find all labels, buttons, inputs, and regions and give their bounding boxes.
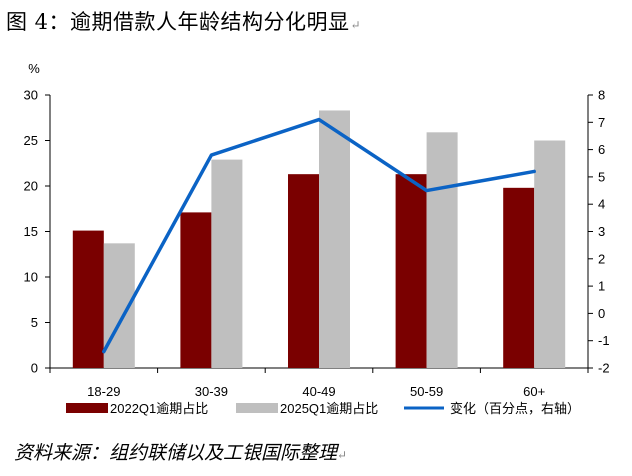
right-tick-label: 6 bbox=[598, 142, 605, 157]
right-tick-label: 3 bbox=[598, 224, 605, 239]
bar-2022q1 bbox=[503, 187, 535, 368]
change-point bbox=[533, 170, 535, 172]
legend-swatch-2025q1 bbox=[236, 403, 278, 413]
bar-2022q1 bbox=[180, 212, 212, 368]
x-tick-label: 40-49 bbox=[302, 384, 335, 399]
legend-label: 2022Q1逾期占比 bbox=[110, 401, 208, 416]
change-point bbox=[318, 119, 320, 121]
source-note-text: 资料来源：组约联储以及工银国际整理 bbox=[14, 442, 338, 464]
right-tick-label: 0 bbox=[598, 306, 605, 321]
bar-2022q1 bbox=[72, 230, 104, 368]
change-point bbox=[103, 351, 105, 353]
figure-title: 图 4：逾期借款人年龄结构分化明显↵ bbox=[6, 6, 361, 36]
paragraph-mark-icon: ↵ bbox=[350, 18, 362, 32]
change-point bbox=[210, 154, 212, 156]
legend-label: 变化（百分点，右轴） bbox=[450, 401, 580, 416]
bar-2022q1 bbox=[395, 174, 427, 368]
bar-2022q1 bbox=[288, 174, 319, 368]
x-tick-label: 30-39 bbox=[195, 384, 228, 399]
left-tick-label: 0 bbox=[31, 361, 38, 376]
right-tick-label: 8 bbox=[598, 88, 605, 103]
right-tick-label: 5 bbox=[598, 169, 605, 184]
right-tick-label: 4 bbox=[598, 197, 605, 212]
legend-label: 2025Q1逾期占比 bbox=[280, 401, 378, 416]
source-note: 资料来源：组约联储以及工银国际整理↵ bbox=[14, 438, 347, 465]
right-tick-label: -2 bbox=[598, 361, 610, 376]
chart-bars bbox=[72, 110, 566, 368]
left-tick-label: 5 bbox=[31, 315, 38, 330]
right-tick-label: 1 bbox=[598, 279, 605, 294]
left-tick-label: 25 bbox=[24, 133, 38, 148]
left-tick-label: 20 bbox=[24, 179, 38, 194]
paragraph-mark-icon: ↵ bbox=[337, 448, 348, 462]
legend-swatch-2022q1 bbox=[66, 403, 108, 413]
x-tick-label: 50-59 bbox=[410, 384, 443, 399]
left-tick-label: 10 bbox=[24, 270, 38, 285]
y-axis-unit-label: % bbox=[28, 61, 40, 76]
x-tick-label: 60+ bbox=[523, 384, 545, 399]
x-tick-label: 18-29 bbox=[87, 384, 120, 399]
chart-tick-labels: 0 5 10 15 20 25 30% -2 -1 0 1 2 3 4 5 6 7 8 18-29 30-39 40-4… bbox=[24, 61, 610, 399]
bar-2025q1 bbox=[319, 110, 350, 368]
right-tick-label: 7 bbox=[598, 115, 605, 130]
chart-line-series bbox=[102, 117, 536, 354]
right-tick-label: -1 bbox=[598, 333, 610, 348]
right-tick-label: 2 bbox=[598, 251, 605, 266]
bar-2025q1 bbox=[426, 132, 458, 368]
figure-title-text: 图 4：逾期借款人年龄结构分化明显 bbox=[6, 10, 350, 34]
chart-legend: 2022Q1逾期占比 2025Q1逾期占比 变化（百分点，右轴） bbox=[66, 401, 580, 416]
left-tick-label: 30 bbox=[24, 88, 38, 103]
change-point bbox=[426, 190, 428, 192]
bar-2025q1 bbox=[211, 159, 243, 368]
bar-2025q1 bbox=[534, 140, 566, 368]
left-tick-label: 15 bbox=[24, 224, 38, 239]
